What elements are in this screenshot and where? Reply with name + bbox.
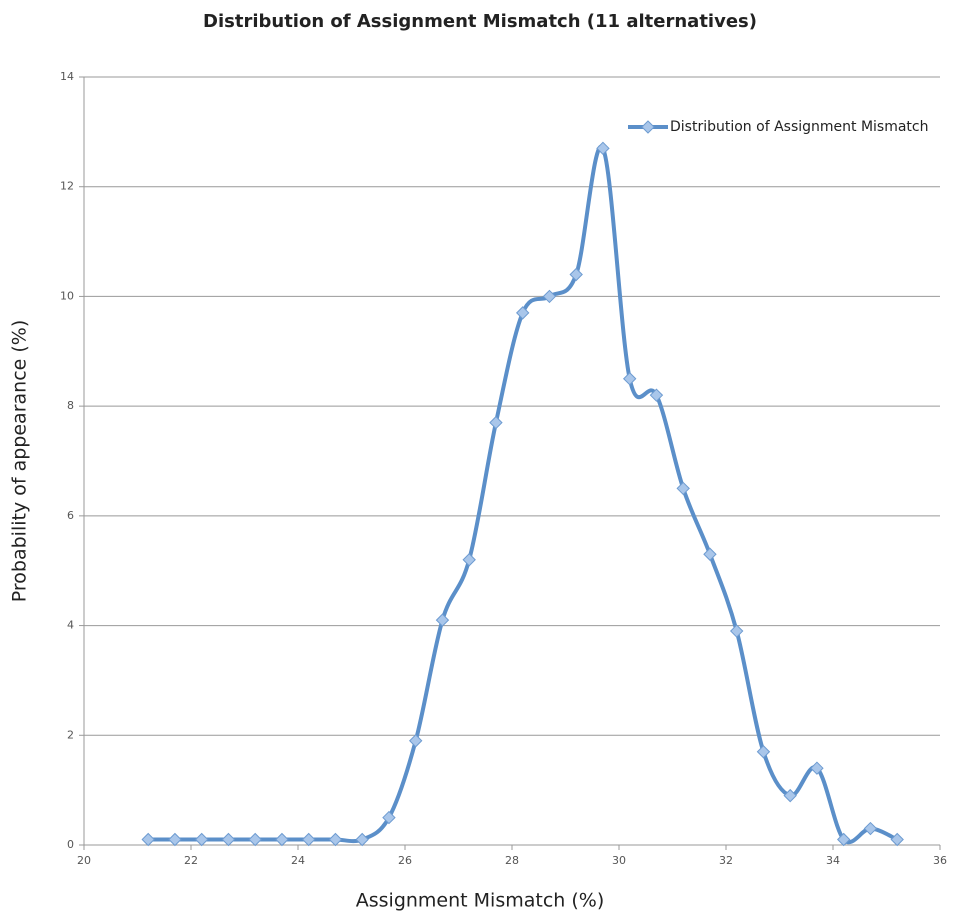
data-point [168,832,182,847]
data-point [301,832,316,847]
x-tick-label: 30 [612,854,626,867]
data-point [435,613,450,627]
data-point [676,481,690,496]
series-line [148,144,899,845]
y-tick-label: 10 [60,289,74,302]
x-tick-label: 20 [77,854,91,867]
chart-title: Distribution of Assignment Mismatch (11 … [203,11,757,32]
data-point [729,624,744,638]
y-tick-label: 4 [67,619,74,632]
legend-label: Distribution of Assignment Mismatch [670,119,929,135]
data-point [622,372,637,386]
y-axis-label: Probability of appearance (%) [9,320,31,602]
data-point [382,810,396,825]
x-tick-label: 28 [505,854,519,867]
data-point [248,832,262,847]
data-point [863,821,878,836]
y-tick-label: 12 [60,180,74,193]
data-point [569,267,583,282]
data-point [810,761,824,775]
x-tick-label: 26 [398,854,412,867]
x-tick-label: 36 [933,854,947,867]
data-point [462,553,476,567]
y-tick-label: 2 [67,728,74,741]
x-tick-label: 24 [291,854,305,867]
data-point [756,745,771,759]
data-point [355,832,369,847]
data-point [275,832,289,847]
data-point [703,547,717,561]
data-point [542,289,557,304]
data-point [489,415,503,430]
data-point [141,832,155,847]
data-point [836,832,851,847]
data-point [221,832,236,847]
data-point [649,388,664,402]
data-point [596,141,610,156]
y-tick-label: 14 [60,70,74,83]
x-tick-label: 34 [826,854,840,867]
data-point [408,734,423,748]
y-tick-label: 0 [67,838,74,851]
x-tick-label: 22 [184,854,198,867]
data-point [515,306,530,320]
data-point [890,832,904,847]
data-point [783,788,797,803]
x-axis-label: Assignment Mismatch (%) [356,890,604,912]
legend-marker [641,120,655,134]
data-point [194,832,209,847]
x-tick-label: 32 [719,854,733,867]
y-tick-label: 6 [67,509,74,522]
data-point [328,832,343,847]
y-tick-label: 8 [67,399,74,412]
